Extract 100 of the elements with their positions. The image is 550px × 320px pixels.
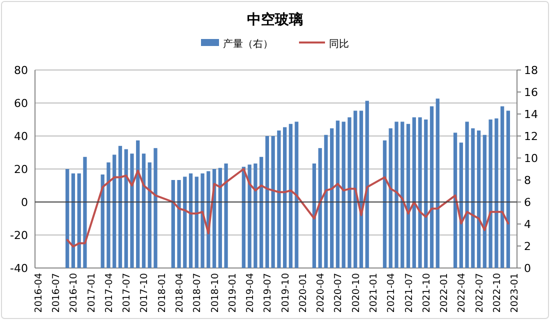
bar — [288, 124, 293, 268]
bar — [412, 117, 416, 268]
bar — [324, 134, 328, 268]
bar — [330, 128, 334, 268]
y2-tick-label: 12 — [524, 130, 538, 143]
legend-label: 产量（右） — [223, 38, 273, 50]
bar — [488, 120, 492, 268]
bar — [312, 164, 316, 268]
bar — [471, 128, 475, 268]
bar — [348, 117, 352, 268]
bar — [465, 122, 469, 268]
x-tick-label: 2023-01 — [510, 273, 521, 313]
bar — [294, 122, 298, 268]
bar — [506, 110, 510, 268]
bar — [148, 162, 152, 268]
y2-tick-label: 4 — [524, 218, 531, 231]
x-tick-label: 2019-01 — [227, 273, 238, 313]
bar — [136, 140, 140, 268]
bar — [248, 164, 252, 268]
x-tick-label: 2018-07 — [192, 273, 204, 313]
bar — [271, 136, 275, 268]
x-tick-label: 2018-04 — [174, 273, 186, 313]
x-tick-label: 2018-01 — [156, 273, 168, 313]
x-tick-label: 2021-07 — [404, 273, 415, 313]
x-tick-label: 2016-10 — [68, 273, 80, 313]
bar — [242, 166, 246, 268]
bar — [183, 176, 187, 268]
bar — [130, 154, 134, 268]
y-tick-label: 20 — [14, 163, 28, 176]
bar — [194, 176, 198, 268]
bar — [482, 134, 486, 268]
legend-label: 同比 — [329, 38, 349, 50]
y2-tick-label: 18 — [524, 64, 538, 77]
x-tick-label: 2020-10 — [350, 273, 362, 313]
y-tick-label: 0 — [21, 196, 28, 209]
bar — [459, 142, 463, 268]
x-tick-label: 2020-01 — [298, 273, 309, 313]
bar — [400, 122, 404, 268]
y2-tick-label: 0 — [524, 262, 531, 275]
bar — [106, 162, 110, 268]
x-tick-label: 2021-01 — [368, 273, 380, 313]
bar — [118, 146, 122, 268]
bar — [77, 173, 81, 268]
bar — [259, 156, 264, 268]
bar — [365, 100, 369, 268]
y2-tick-label: 14 — [524, 108, 538, 121]
bar — [500, 106, 504, 268]
bar — [177, 180, 181, 268]
x-tick-label: 2022-01 — [439, 273, 450, 313]
line-series — [66, 168, 510, 248]
bar — [254, 164, 258, 268]
bar — [200, 173, 204, 268]
bar — [83, 156, 87, 268]
x-tick-label: 2017-04 — [104, 273, 115, 313]
bar — [430, 106, 434, 268]
bar — [342, 122, 346, 268]
y2-tick-label: 16 — [524, 86, 538, 99]
bar — [476, 130, 481, 268]
y-tick-label: 60 — [14, 97, 28, 110]
x-tick-label: 2017-07 — [122, 273, 133, 313]
bar — [100, 174, 104, 268]
y-tick-label: 40 — [14, 130, 28, 143]
x-tick-label: 2016-07 — [51, 273, 62, 313]
x-tick-label: 2018-10 — [210, 273, 221, 313]
x-tick-label: 2022-07 — [474, 273, 486, 313]
bar — [188, 173, 193, 268]
x-tick-label: 2022-04 — [456, 273, 468, 313]
bar — [382, 140, 387, 268]
bar — [142, 154, 146, 268]
y2-tick-label: 6 — [524, 196, 531, 209]
bar — [265, 136, 270, 268]
bar — [124, 149, 128, 268]
bar — [418, 117, 422, 268]
y-tick-label: -40 — [10, 262, 28, 275]
bar — [424, 120, 428, 268]
bar — [218, 168, 222, 268]
x-tick-label: 2017-10 — [139, 273, 150, 313]
x-tick-label: 2019-07 — [262, 273, 274, 313]
bar — [354, 110, 358, 268]
x-tick-label: 2020-07 — [333, 273, 344, 313]
x-tick-label: 2021-04 — [386, 273, 398, 313]
y2-tick-label: 10 — [524, 152, 538, 165]
bar — [388, 128, 392, 268]
x-tick-label: 2016-04 — [33, 273, 44, 313]
x-tick-label: 2019-10 — [280, 273, 292, 313]
x-tick-label: 2021-10 — [421, 273, 432, 313]
bar — [112, 154, 116, 268]
x-tick-label: 2017-01 — [86, 273, 98, 313]
y-tick-label: -20 — [10, 229, 28, 242]
x-tick-label: 2020-04 — [316, 273, 327, 313]
bar — [318, 148, 322, 268]
bar — [71, 173, 76, 268]
bar — [394, 122, 398, 268]
bar — [66, 169, 70, 268]
bar — [224, 164, 228, 268]
y2-tick-label: 8 — [524, 174, 531, 187]
bar — [453, 132, 458, 268]
bar — [277, 130, 281, 268]
bar — [282, 127, 287, 268]
bar — [336, 120, 340, 268]
